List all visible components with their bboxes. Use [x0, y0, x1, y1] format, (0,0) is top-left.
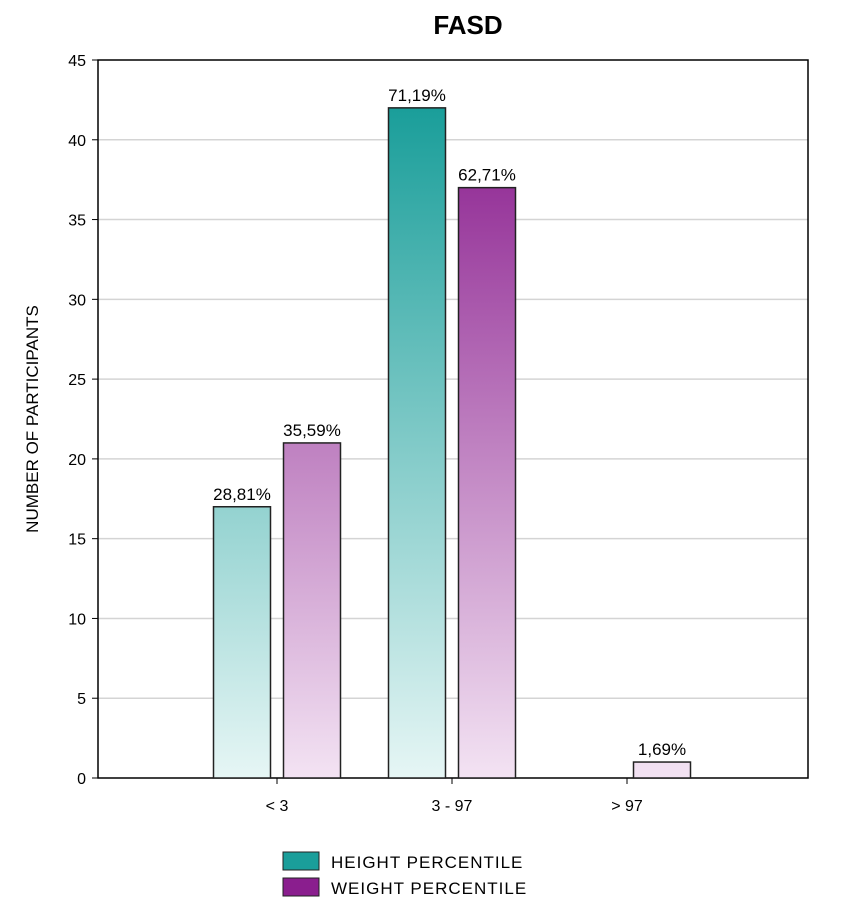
data-labels: 28,81% 71,19% 35,59% 62,71% 1,69% [213, 86, 686, 759]
gridlines [98, 139, 808, 699]
x-tick-label: 3 - 97 [432, 798, 473, 815]
legend-label: HEIGHT PERCENTILE [331, 853, 523, 872]
plot-area [97, 59, 809, 779]
legend-swatch [282, 851, 320, 871]
x-tick-label: > 97 [611, 798, 643, 815]
data-label: 35,59% [283, 421, 341, 440]
data-label: 62,71% [458, 166, 516, 185]
bar [632, 761, 692, 779]
y-tick-label: 30 [68, 292, 86, 309]
x-tick-label: < 3 [266, 798, 289, 815]
y-tick-label: 20 [68, 452, 86, 469]
y-tick-label: 40 [68, 133, 86, 150]
y-axis-ticks: 0 5 10 15 20 25 30 35 40 45 [68, 53, 98, 788]
y-tick-label: 35 [68, 213, 86, 230]
y-tick-label: 15 [68, 532, 86, 549]
data-label: 1,69% [638, 740, 686, 759]
chart-title: FASD [433, 10, 502, 40]
x-axis-ticks: < 3 3 - 97 > 97 [266, 778, 643, 815]
y-tick-label: 5 [77, 691, 86, 708]
data-label: 28,81% [213, 485, 271, 504]
bar [457, 186, 517, 779]
bar [282, 442, 342, 779]
bar [387, 107, 447, 779]
y-tick-label: 25 [68, 372, 86, 389]
legend-swatch [282, 877, 320, 897]
y-tick-label: 0 [77, 771, 86, 788]
bars [212, 107, 692, 779]
y-tick-label: 45 [68, 53, 86, 70]
y-tick-label: 10 [68, 611, 86, 628]
legend: HEIGHT PERCENTILE WEIGHT PERCENTILE [282, 851, 527, 898]
bar [212, 506, 272, 779]
legend-label: WEIGHT PERCENTILE [331, 879, 527, 898]
y-axis-title: NUMBER OF PARTICIPANTS [23, 305, 42, 533]
data-label: 71,19% [388, 86, 446, 105]
